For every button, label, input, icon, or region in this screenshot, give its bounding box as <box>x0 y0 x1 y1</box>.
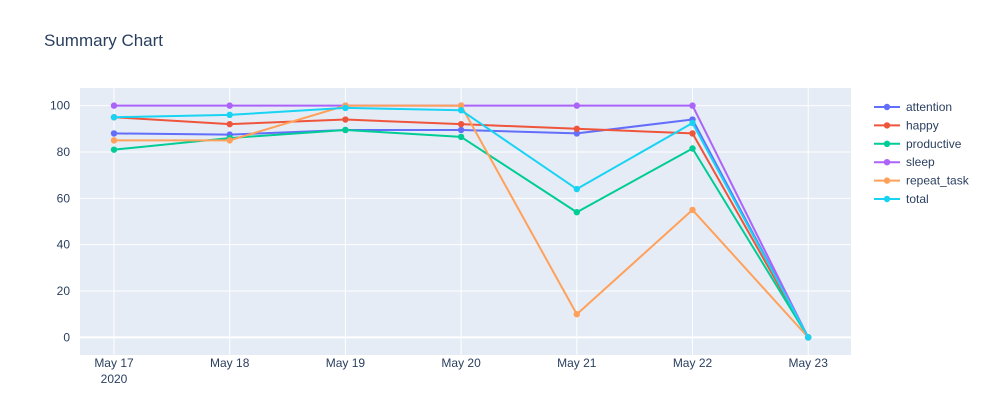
legend-label: productive <box>906 137 962 151</box>
y-tick-label: 80 <box>57 145 71 159</box>
legend-label: happy <box>906 118 939 132</box>
legend-swatch-marker <box>883 122 891 129</box>
legend-item-repeat_task[interactable]: repeat_task <box>874 174 970 188</box>
data-point[interactable] <box>573 102 580 109</box>
series-layer <box>110 102 812 341</box>
data-point[interactable] <box>689 102 696 109</box>
data-point[interactable] <box>457 102 465 109</box>
series-total <box>110 104 812 341</box>
y-tick-label: 0 <box>63 330 70 344</box>
data-point[interactable] <box>573 125 580 132</box>
legend-swatch-marker <box>883 195 891 203</box>
data-point[interactable] <box>110 130 118 137</box>
legend-swatch-marker <box>883 103 891 111</box>
data-point[interactable] <box>226 111 233 119</box>
legend-item-productive[interactable]: productive <box>874 137 962 151</box>
x-tick-label: May 22 <box>673 356 713 370</box>
chart-title: Summary Chart <box>44 31 163 50</box>
data-point[interactable] <box>457 133 465 141</box>
data-point[interactable] <box>110 146 118 153</box>
data-point[interactable] <box>342 116 349 123</box>
data-point[interactable] <box>573 311 580 318</box>
data-point[interactable] <box>110 114 118 121</box>
legend-swatch-marker <box>883 140 891 147</box>
data-point[interactable] <box>573 209 580 216</box>
data-point[interactable] <box>689 119 696 127</box>
data-point[interactable] <box>573 130 580 137</box>
y-tick-label: 60 <box>57 191 71 205</box>
legend-label: total <box>906 192 929 206</box>
data-point[interactable] <box>110 102 118 109</box>
y-tick-label: 40 <box>57 238 71 252</box>
axes: 0 20 40 60 80 100 May 17 May 18 May 19 May 20 May … <box>50 99 828 386</box>
legend-label: attention <box>906 100 952 114</box>
y-tick-label: 100 <box>50 99 70 113</box>
data-point[interactable] <box>805 334 812 341</box>
x-year-label: 2020 <box>101 372 128 386</box>
data-point[interactable] <box>689 206 696 214</box>
legend-label: sleep <box>906 155 935 169</box>
x-tick-label: May 23 <box>789 356 829 370</box>
data-point[interactable] <box>342 126 349 134</box>
data-point[interactable] <box>457 120 465 128</box>
legend-label: repeat_task <box>906 174 970 188</box>
x-tick-label: May 19 <box>326 356 366 370</box>
legend[interactable]: attention happy productive sleep repeat_task… <box>874 100 970 206</box>
data-point[interactable] <box>110 137 118 144</box>
data-point[interactable] <box>457 126 465 134</box>
legend-swatch-marker <box>883 177 891 184</box>
data-point[interactable] <box>689 130 696 137</box>
plot-area <box>80 88 851 355</box>
legend-item-total[interactable]: total <box>874 192 929 206</box>
legend-item-happy[interactable]: happy <box>874 118 939 132</box>
legend-swatch-marker <box>883 159 891 166</box>
data-point[interactable] <box>226 120 233 128</box>
data-point[interactable] <box>226 137 233 144</box>
data-point[interactable] <box>573 185 580 193</box>
x-tick-label: May 20 <box>441 356 481 370</box>
x-tick-label: May 17 <box>94 356 134 370</box>
x-tick-label: May 18 <box>210 356 250 370</box>
data-point[interactable] <box>226 102 233 109</box>
x-tick-label: May 21 <box>557 356 597 370</box>
data-point[interactable] <box>689 145 696 152</box>
data-point[interactable] <box>342 104 349 112</box>
legend-item-attention[interactable]: attention <box>874 100 952 114</box>
y-tick-label: 20 <box>57 284 71 298</box>
legend-item-sleep[interactable]: sleep <box>874 155 935 169</box>
data-point[interactable] <box>457 107 465 114</box>
